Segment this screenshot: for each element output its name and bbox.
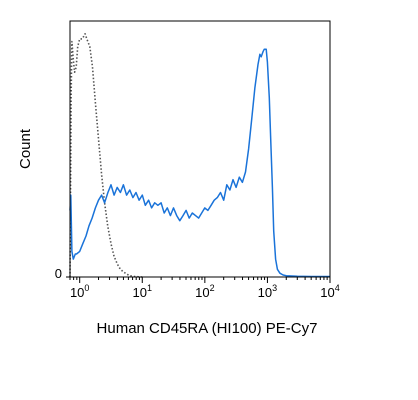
series-line-solid bbox=[69, 48, 330, 278]
series-line-dotted bbox=[69, 33, 143, 278]
x-tick-label: 102 bbox=[195, 283, 214, 300]
x-axis-title: Human CD45RA (HI100) PE-Cy7 bbox=[97, 320, 318, 337]
y-axis-ticks: 0 bbox=[55, 266, 70, 281]
x-tick-label: 103 bbox=[258, 283, 277, 300]
y-axis-title: Count bbox=[17, 128, 34, 169]
y-tick-label: 0 bbox=[55, 266, 62, 281]
x-tick-label: 104 bbox=[320, 283, 339, 300]
plot-frame bbox=[69, 20, 331, 278]
x-tick-label: 101 bbox=[133, 283, 152, 300]
x-axis-ticks: 100 101 102 103 104 bbox=[69, 277, 340, 300]
series-layer bbox=[69, 33, 330, 278]
x-tick-label: 100 bbox=[70, 283, 89, 300]
